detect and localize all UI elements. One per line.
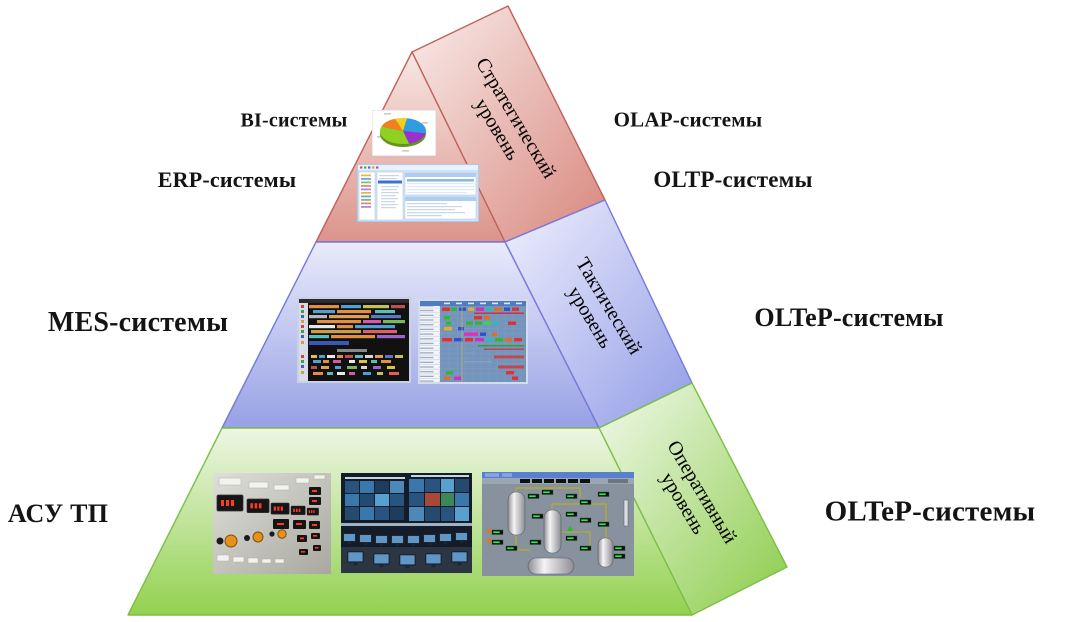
- label-asu-tp: АСУ ТП: [7, 499, 109, 528]
- label-olap-systems: OLAP-системы: [613, 107, 763, 132]
- control-room-graphic: [341, 473, 472, 573]
- scada-graphic: [482, 472, 634, 576]
- gantt-graphic: [297, 297, 411, 383]
- label-mes-systems: MES-системы: [47, 307, 229, 338]
- schedule-grid-graphic: [418, 299, 528, 384]
- schedule-grid-screenshot: [418, 299, 528, 384]
- pie-chart-graphic: [372, 110, 436, 156]
- pie-chart-image: [372, 110, 436, 156]
- control-panel-photo: [213, 473, 331, 574]
- control-room-photo: [341, 473, 472, 573]
- label-bi-systems: BI-системы: [240, 109, 348, 132]
- label-oltep-systems-tactical: OLTeP-системы: [754, 303, 944, 332]
- gantt-screenshot: [297, 297, 411, 383]
- scada-screenshot: [482, 472, 634, 576]
- control-panel-graphic: [213, 473, 331, 574]
- label-oltep-systems-operational: OLTeP-системы: [824, 495, 1036, 528]
- label-oltp-systems: OLTP-системы: [653, 167, 813, 192]
- label-erp-systems: ERP-системы: [157, 167, 297, 192]
- erp-window-graphic: [357, 164, 479, 222]
- erp-screenshot: [357, 164, 479, 222]
